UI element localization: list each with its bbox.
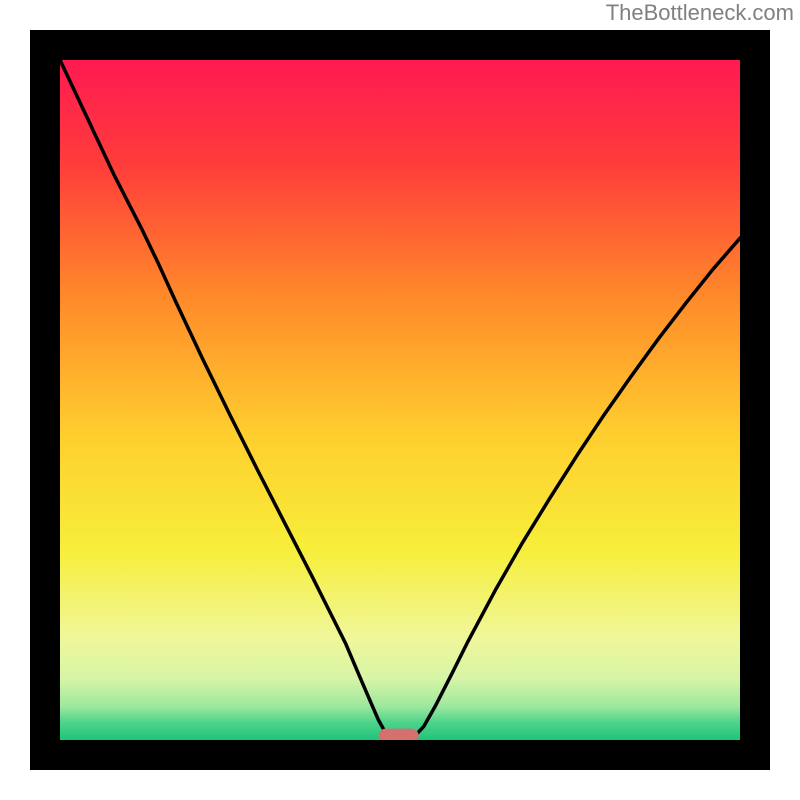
gradient-background [60, 60, 740, 740]
bottleneck-chart [0, 0, 800, 800]
chart-container: TheBottleneck.com [0, 0, 800, 800]
watermark-text: TheBottleneck.com [606, 0, 794, 26]
